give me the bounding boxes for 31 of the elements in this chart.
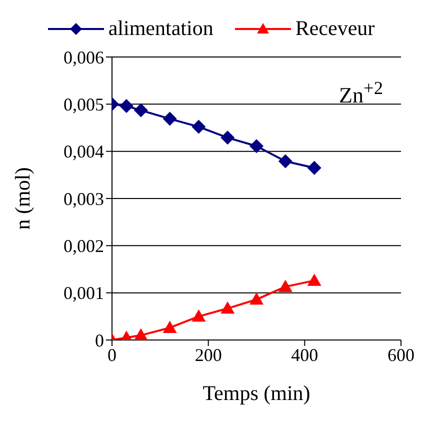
x-tick-label: 0: [108, 344, 116, 365]
point: [119, 99, 134, 114]
point: [192, 120, 206, 134]
annotation: Zn$^{+2}$: [339, 78, 383, 108]
x-axis-title: Temps (min): [202, 381, 310, 405]
y-tick-label: 0,006: [64, 47, 104, 68]
x-tick-label: 600: [388, 344, 414, 365]
point: [134, 103, 148, 118]
y-tick-label: 0,004: [64, 142, 104, 162]
y-tick-label: 0,002: [64, 236, 104, 256]
legend-label: alimentation: [108, 16, 214, 41]
point: [250, 139, 264, 154]
point: [250, 292, 264, 305]
point: [278, 280, 292, 292]
point: [162, 112, 177, 126]
point: [220, 130, 235, 145]
point: [307, 160, 322, 175]
point: [162, 320, 177, 333]
y-axis-title: n (mol): [10, 167, 34, 230]
legend-label: Receveur: [295, 16, 375, 41]
point: [134, 328, 148, 340]
y-tick-label: 0,005: [64, 94, 104, 115]
x-tick-label: 400: [291, 344, 318, 365]
y-tick-label: 0,001: [64, 283, 104, 304]
y-tick-label: 0: [95, 330, 104, 350]
point: [192, 309, 206, 322]
point: [307, 274, 322, 286]
point: [278, 154, 292, 168]
point: [220, 301, 235, 314]
x-tick-label: 200: [194, 344, 222, 365]
y-tick-label: 0,003: [64, 188, 104, 209]
